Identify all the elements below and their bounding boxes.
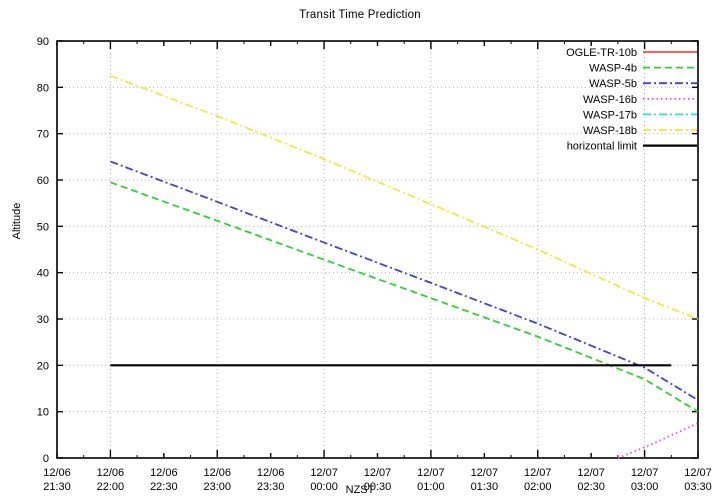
x-tick-date: 12/07 <box>310 467 338 479</box>
data-series-layer <box>110 74 699 459</box>
y-tick-label: 80 <box>37 82 49 94</box>
x-tick-date: 12/07 <box>471 467 499 479</box>
x-tick-time: 22:30 <box>150 481 178 493</box>
y-tick-label: 40 <box>37 268 49 280</box>
y-tick-label: 30 <box>37 314 49 326</box>
legend-label: WASP-16b <box>583 94 637 106</box>
x-tick-time: 00:00 <box>310 481 338 493</box>
chart-title: Transit Time Prediction <box>299 9 421 21</box>
x-axis-ticks: 12/06 21:30 12/06 22:00 12/06 22:30 12/06 23:00… <box>43 41 712 493</box>
series-line-3 <box>617 422 699 459</box>
series-line-2 <box>110 160 699 401</box>
y-axis-ticks: 0 10 20 30 40 50 60 70 80 90 <box>37 36 698 465</box>
x-tick-date: 12/06 <box>203 467 231 479</box>
x-tick-time: 22:00 <box>97 481 125 493</box>
x-tick-date: 12/06 <box>43 467 71 479</box>
legend-label: horizontal limit <box>567 141 637 153</box>
x-tick-date: 12/06 <box>97 467 125 479</box>
x-tick-date: 12/07 <box>631 467 659 479</box>
x-tick-date: 12/07 <box>577 467 605 479</box>
y-tick-label: 90 <box>37 36 49 48</box>
x-tick-time: 03:30 <box>684 481 712 493</box>
x-tick-time: 23:00 <box>203 481 231 493</box>
y-tick-label: 20 <box>37 360 49 372</box>
x-tick-date: 12/07 <box>684 467 712 479</box>
legend: OGLE-TR-10b WASP-4b WASP-5b WASP-16b WASP-17… <box>566 47 697 153</box>
x-tick-date: 12/07 <box>524 467 552 479</box>
x-tick-date: 12/07 <box>417 467 445 479</box>
x-tick-time: 01:00 <box>417 481 445 493</box>
legend-label: WASP-4b <box>589 63 637 75</box>
x-tick-time: 03:00 <box>631 481 659 493</box>
x-tick-time: 00:30 <box>364 481 392 493</box>
y-tick-label: 60 <box>37 175 49 187</box>
x-tick-date: 12/06 <box>257 467 285 479</box>
x-axis-label: NZST <box>0 484 720 496</box>
x-axis-label-text: NZST <box>345 484 375 496</box>
x-tick-time: 02:30 <box>577 481 605 493</box>
y-tick-label: 70 <box>37 129 49 141</box>
x-tick-time: 02:00 <box>524 481 552 493</box>
x-tick-date: 12/06 <box>150 467 178 479</box>
y-tick-label: 50 <box>37 221 49 233</box>
plot-frame <box>56 40 699 459</box>
x-tick-time: 01:30 <box>471 481 499 493</box>
series-line-1 <box>110 181 699 413</box>
y-tick-label: 10 <box>37 407 49 419</box>
y-tick-label: 0 <box>43 453 49 465</box>
legend-label: OGLE-TR-10b <box>566 47 637 59</box>
legend-label: WASP-5b <box>589 78 637 90</box>
legend-label: WASP-17b <box>583 109 637 121</box>
series-line-5 <box>110 74 699 320</box>
legend-label: WASP-18b <box>583 125 637 137</box>
x-tick-time: 23:30 <box>257 481 285 493</box>
x-tick-date: 12/07 <box>364 467 392 479</box>
x-tick-time: 21:30 <box>43 481 71 493</box>
